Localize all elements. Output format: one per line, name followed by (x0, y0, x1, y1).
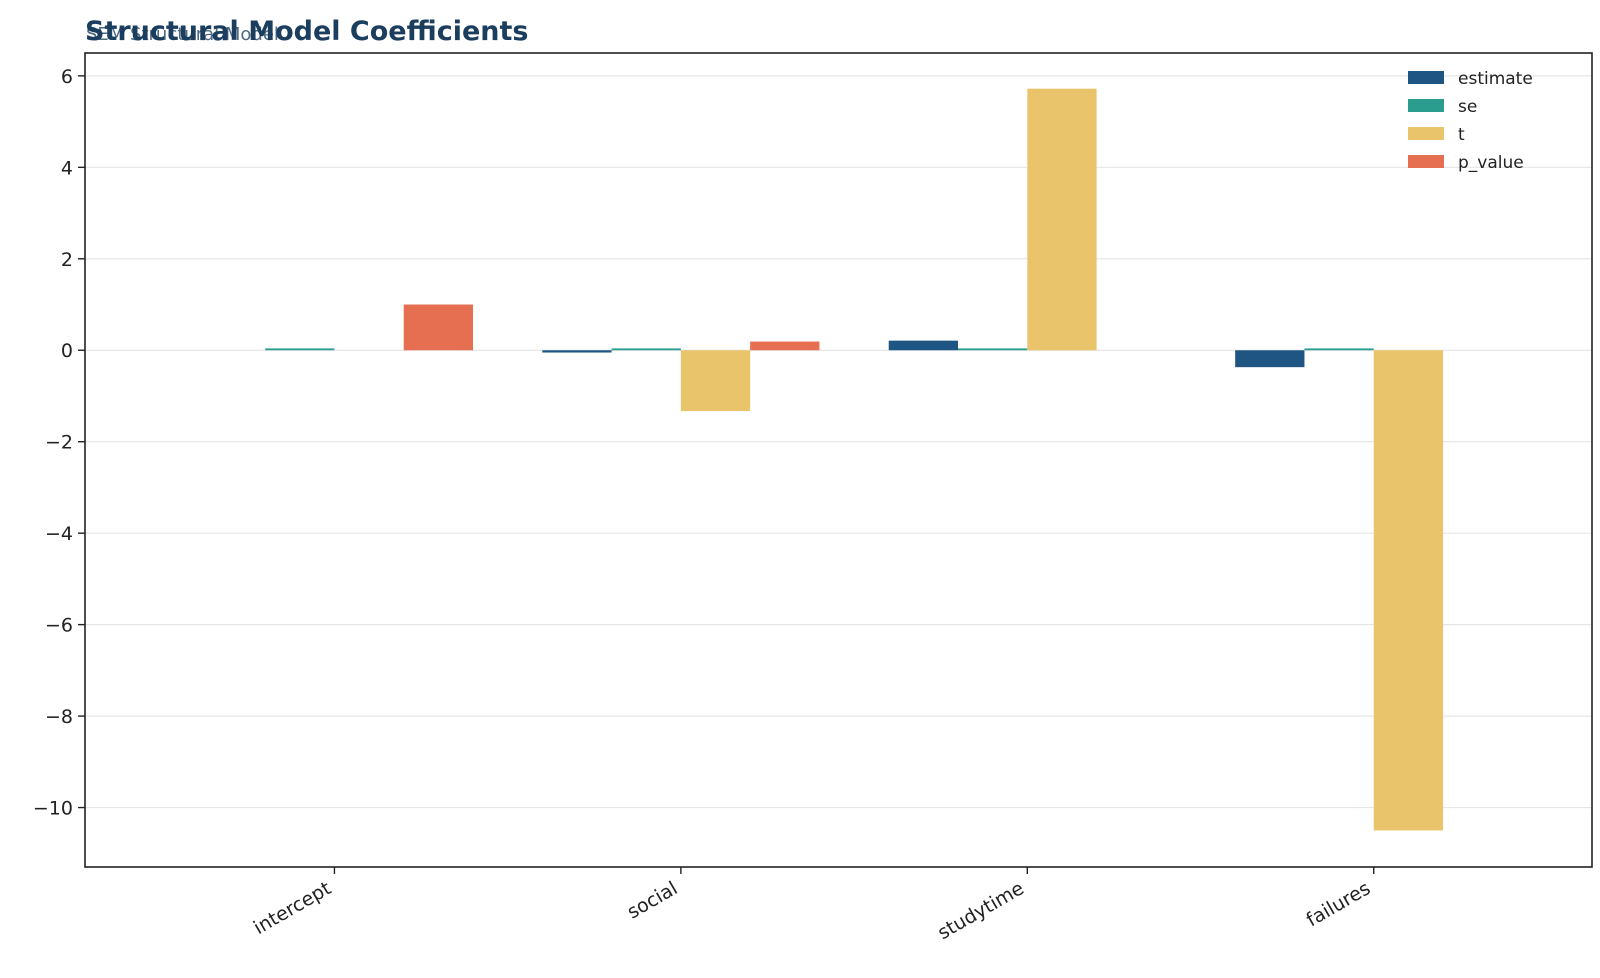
x-tick-label: social (623, 877, 681, 923)
y-tick-label: 2 (61, 249, 73, 271)
y-tick-label: 0 (61, 340, 73, 362)
y-tick-label: 6 (61, 66, 73, 88)
y-tick-label: 4 (61, 157, 73, 179)
bar-se-studytime (958, 348, 1028, 351)
chart-subtitle: SEM Structural Model (86, 24, 279, 45)
bar-t-failures (1373, 350, 1444, 831)
bars (265, 88, 1444, 831)
bar-t-studytime (1027, 88, 1097, 351)
y-tick-label: −8 (45, 706, 73, 728)
y-tick-label: −2 (45, 432, 73, 454)
x-tick-label: studytime (934, 877, 1028, 944)
legend-label: t (1458, 125, 1465, 145)
legend: estimate se t p_value (1408, 69, 1533, 173)
plot-frame (84, 52, 1593, 868)
bar-t-social (680, 350, 751, 412)
axes: 6 4 2 0 −2 −4 −6 −8 −10 intercept social studytime f… (33, 66, 1375, 944)
y-tick-label: −4 (45, 523, 73, 545)
bar-se-intercept (265, 348, 335, 351)
bar-se-failures (1304, 348, 1374, 351)
bar-p-value-intercept (403, 304, 474, 351)
bar-p-value-social (750, 341, 820, 351)
legend-swatch-p-value (1408, 155, 1444, 168)
legend-swatch-se (1408, 99, 1444, 112)
bar-estimate-studytime (888, 340, 959, 351)
chart-title: Structural Model Coefficients (85, 16, 528, 47)
x-tick-label: failures (1303, 877, 1375, 931)
gridlines (85, 75, 1592, 809)
legend-label: p_value (1458, 153, 1524, 173)
legend-swatch-estimate (1408, 71, 1444, 84)
bar-se-social (611, 348, 681, 351)
y-tick-label: −6 (45, 615, 73, 637)
bar-estimate-social (542, 350, 612, 353)
legend-label: se (1458, 97, 1477, 117)
legend-label: estimate (1458, 69, 1533, 89)
x-tick-label: intercept (250, 877, 335, 939)
legend-swatch-t (1408, 127, 1444, 140)
bar-estimate-failures (1235, 350, 1305, 368)
y-tick-label: −10 (33, 798, 73, 820)
